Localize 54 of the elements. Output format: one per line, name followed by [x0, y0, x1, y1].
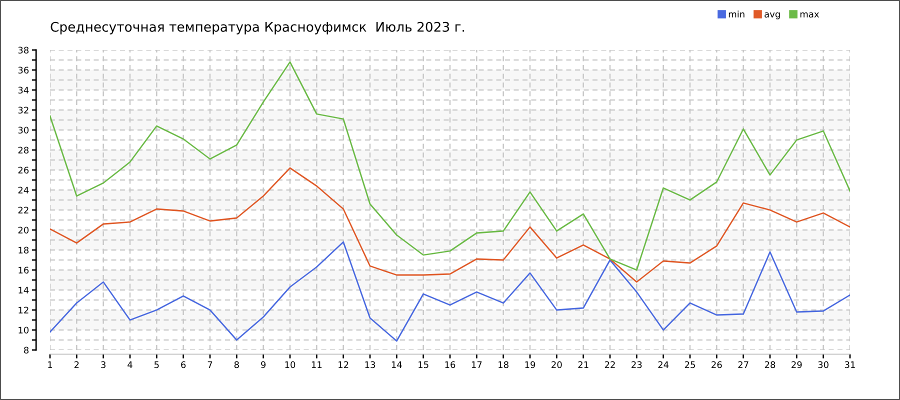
y-tick-label: 36 — [18, 66, 29, 74]
y-tick-label: 22 — [18, 206, 28, 214]
line-series — [50, 61, 850, 271]
y-tick-label: 14 — [18, 286, 29, 294]
x-tick-label: 5 — [154, 361, 159, 368]
x-tick-label: 25 — [684, 361, 695, 368]
y-tick-label: 38 — [18, 46, 29, 54]
x-tick-label: 23 — [632, 361, 642, 368]
y-tick-label: 10 — [18, 326, 29, 334]
x-tick-label: 22 — [604, 361, 615, 368]
x-tick-label: 29 — [792, 361, 802, 368]
x-tick-label: 1 — [48, 361, 52, 368]
x-tick-label: 30 — [818, 361, 828, 368]
line-series — [50, 241, 850, 342]
x-tick-label: 20 — [552, 361, 562, 368]
x-tick-label: 15 — [418, 361, 428, 368]
x-tick-label: 13 — [365, 361, 376, 368]
y-tick-label: 34 — [18, 86, 29, 94]
x-tick-label: 10 — [285, 361, 296, 368]
y-tick-label: 32 — [18, 106, 28, 114]
x-tick-label: 8 — [234, 361, 239, 368]
legend-label: min — [728, 10, 744, 18]
y-tick-label: 16 — [18, 266, 29, 274]
x-tick-label: 3 — [101, 361, 106, 368]
legend-label: avg — [764, 12, 780, 20]
x-tick-label: 26 — [712, 361, 722, 368]
y-tick-label: 12 — [18, 306, 28, 314]
x-tick-label: 21 — [578, 361, 588, 368]
line-series — [50, 167, 850, 283]
x-tick-label: 31 — [844, 361, 855, 368]
x-tick-label: 11 — [312, 361, 322, 368]
x-tick-label: 18 — [498, 361, 508, 368]
y-tick-label: 20 — [18, 226, 29, 234]
x-tick-label: 7 — [208, 361, 212, 368]
y-tick-label: 24 — [18, 186, 29, 194]
x-tick-label: 19 — [525, 361, 536, 368]
x-tick-label: 2 — [74, 361, 79, 368]
x-tick-label: 9 — [261, 361, 266, 368]
chart-title: Среднесуточная температура Красноуфимск Июль 2023 г. — [50, 22, 464, 34]
y-tick-label: 18 — [18, 246, 29, 254]
x-tick-label: 4 — [128, 361, 132, 368]
x-tick-label: 14 — [392, 361, 402, 368]
x-tick-label: 24 — [658, 361, 669, 368]
legend-label: max — [800, 12, 820, 18]
y-tick-label: 8 — [24, 346, 29, 354]
x-tick-label: 17 — [472, 361, 482, 368]
x-tick-label: 6 — [181, 361, 186, 368]
y-tick-label: 28 — [18, 146, 29, 154]
y-tick-label: 30 — [18, 126, 29, 134]
x-tick-label: 16 — [445, 361, 456, 368]
x-tick-label: 28 — [764, 361, 776, 368]
y-tick-label: 26 — [18, 166, 29, 174]
x-tick-label: 27 — [738, 361, 748, 368]
x-tick-label: 12 — [338, 361, 348, 368]
